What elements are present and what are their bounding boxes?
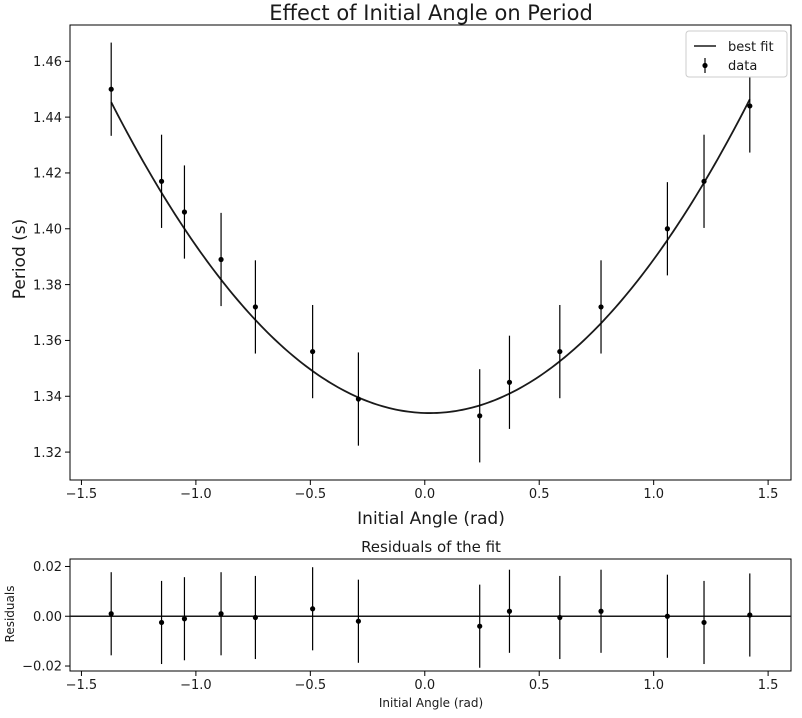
main-data-point xyxy=(506,379,513,385)
residuals-chart-title: Residuals of the fit xyxy=(361,538,501,556)
residuals-x-tick-label: −1.5 xyxy=(66,678,98,693)
residuals-axes-frame xyxy=(69,558,792,672)
main-y-tick-label: 1.34 xyxy=(33,390,62,405)
residuals-data-point xyxy=(181,616,188,622)
legend-frame xyxy=(685,30,788,78)
residuals-data-point xyxy=(506,608,513,614)
residuals-data-point xyxy=(252,614,258,621)
main-y-tick-label: 1.42 xyxy=(33,167,62,182)
main-y-tick-label: 1.36 xyxy=(33,334,62,349)
main-x-axis-label: Initial Angle (rad) xyxy=(357,509,505,529)
main-data-point xyxy=(701,178,707,184)
legend-data-label: data xyxy=(728,59,757,74)
main-chart-panel: Effect of Initial Angle on Period Period… xyxy=(10,1,792,529)
main-x-tick-label: 1.0 xyxy=(643,487,664,502)
residuals-x-tick-label: −1.0 xyxy=(180,678,212,693)
residuals-data-point xyxy=(477,623,483,629)
residuals-x-tick-label: 0.5 xyxy=(529,678,550,693)
main-axes-frame xyxy=(69,24,792,481)
residuals-data-point xyxy=(355,618,361,624)
main-x-tick-label: −1.0 xyxy=(180,487,212,502)
residuals-data-point xyxy=(310,606,316,612)
residuals-data-point xyxy=(664,613,671,619)
main-y-axis-label: Period (s) xyxy=(10,219,30,300)
main-data-point xyxy=(477,413,483,419)
main-data-point xyxy=(158,178,165,184)
residuals-data-point xyxy=(747,612,753,618)
residuals-x-tick-label: −0.5 xyxy=(295,678,327,693)
residuals-x-tick-label: 1.5 xyxy=(758,678,779,693)
residuals-data-point xyxy=(557,614,563,621)
residuals-data-point xyxy=(701,619,707,626)
main-y-tick-label: 1.44 xyxy=(33,111,62,126)
residuals-chart-panel: Residuals of the fit Residuals Initial A… xyxy=(3,538,792,710)
main-chart-title: Effect of Initial Angle on Period xyxy=(269,1,593,25)
residuals-x-axis-label: Initial Angle (rad) xyxy=(379,696,483,710)
residuals-data-point xyxy=(158,619,165,626)
residuals-plot-area: −1.5 −1.0 −0.5 0.0 0.5 1.0 1.5 −0.02 0.00 0.02 xyxy=(22,558,792,693)
main-y-tick-label: 1.40 xyxy=(33,222,62,237)
legend-best-fit-label: best fit xyxy=(728,40,774,55)
main-data-point xyxy=(108,86,114,92)
residuals-y-tick-label: −0.02 xyxy=(22,660,62,675)
main-data-point xyxy=(747,103,753,109)
main-y-tick-label: 1.38 xyxy=(33,278,62,293)
residuals-x-tick-label: 1.0 xyxy=(643,678,664,693)
main-y-tick-label: 1.46 xyxy=(33,55,62,70)
residuals-data-point xyxy=(218,611,224,617)
main-x-tick-label: 1.5 xyxy=(758,487,779,502)
residuals-data-point xyxy=(108,611,114,617)
main-data-point xyxy=(252,304,258,310)
main-data-point xyxy=(218,256,224,263)
main-data-point xyxy=(664,226,671,232)
main-best-fit-line xyxy=(110,98,751,414)
main-x-tick-label: −0.5 xyxy=(295,487,327,502)
main-plot-area: −1.5 −1.0 −0.5 0.0 0.5 1.0 1.5 1.32 1.34 1.36 1.38… xyxy=(33,24,792,502)
main-data-point xyxy=(598,304,604,310)
main-data-point xyxy=(557,348,563,355)
legend-data-swatch-marker xyxy=(702,62,708,69)
main-x-tick-label: 0.0 xyxy=(414,487,435,502)
residuals-y-tick-label: 0.00 xyxy=(33,610,62,625)
residuals-y-tick-label: 0.02 xyxy=(33,560,62,575)
main-data-point xyxy=(181,209,188,215)
chart-legend: best fit data xyxy=(685,30,788,78)
main-data-point xyxy=(310,348,316,355)
main-x-tick-label: 0.5 xyxy=(529,487,550,502)
main-data-point xyxy=(355,396,361,402)
residuals-x-tick-label: 0.0 xyxy=(414,678,435,693)
main-x-tick-label: −1.5 xyxy=(66,487,98,502)
residuals-data-point xyxy=(598,608,604,614)
main-y-tick-label: 1.32 xyxy=(33,446,62,461)
residuals-y-axis-label: Residuals xyxy=(3,586,17,643)
